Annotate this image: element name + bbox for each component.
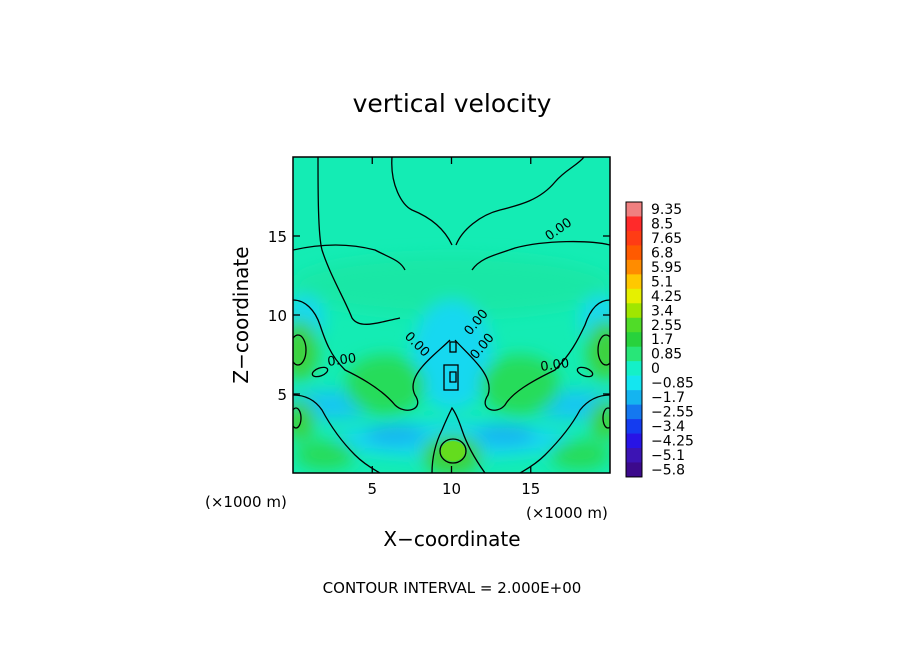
field-region-updraft <box>480 355 560 415</box>
colorbar-label: −4.25 <box>651 434 694 450</box>
chart-title: vertical velocity <box>353 89 552 118</box>
field-region-updraft <box>590 400 610 440</box>
colorbar-frame <box>625 201 643 478</box>
x-tick-label: 15 <box>521 480 540 498</box>
colorbar-label: 3.4 <box>651 303 673 319</box>
field-region-downdraft <box>412 300 492 410</box>
contour-line <box>293 407 302 429</box>
contour-line <box>449 341 457 353</box>
colorbar-swatch <box>626 404 642 420</box>
y-axis-label: Z−coordinate <box>229 246 253 383</box>
y-tick-label: 15 <box>268 228 287 246</box>
colorbar-swatch <box>626 375 642 391</box>
contour-line <box>449 371 457 383</box>
colorbar-swatch <box>626 303 642 319</box>
contour-label: 0.00 <box>539 356 570 375</box>
colorbar-swatch <box>626 390 642 405</box>
field-region-updraft <box>587 320 610 380</box>
colorbar-swatch <box>626 419 642 434</box>
colorbar-swatch <box>626 447 642 463</box>
contour-line <box>471 240 610 271</box>
contour-line <box>293 334 307 366</box>
colorbar-swatch <box>626 462 642 478</box>
contour-line <box>597 334 610 366</box>
colorbar-label: 5.1 <box>651 274 673 290</box>
axis-ticks <box>293 157 610 473</box>
colorbar-label: 1.7 <box>651 332 673 348</box>
plot-area: 0.00 0.00 0.00 0.00 0.00 0.00 <box>293 157 610 473</box>
contour-line <box>455 157 585 246</box>
colorbar-swatch <box>626 202 642 217</box>
colorbar-swatch <box>626 332 642 347</box>
y-tick-label: 5 <box>277 386 287 404</box>
colorbar-label: 6.8 <box>651 245 673 261</box>
x-unit-label-left: (×1000 m) <box>205 493 287 511</box>
colorbar-label: −2.55 <box>651 405 694 421</box>
contour-line <box>293 394 381 473</box>
colorbar-label: −5.8 <box>651 462 685 478</box>
field-region-updraft <box>550 440 610 470</box>
colorbar-swatch <box>626 230 642 246</box>
colorbar-swatch <box>626 317 642 333</box>
colorbar-label: 9.35 <box>651 202 682 218</box>
contour-line <box>439 438 467 464</box>
colorbar-swatch <box>626 361 642 376</box>
colorbar-label: −1.7 <box>651 390 685 406</box>
field-region-updraft <box>293 400 315 440</box>
contour-line <box>431 406 486 473</box>
contour-line <box>293 244 406 271</box>
colorbar-swatch <box>626 346 642 362</box>
colorbar-label: 5.95 <box>651 260 682 276</box>
colorbar-label: 0.85 <box>651 347 682 363</box>
colorbar-label: 2.55 <box>651 318 682 334</box>
contour-line <box>391 157 453 246</box>
colorbar-label: −3.4 <box>651 419 685 435</box>
contour-line <box>311 366 329 378</box>
x-tick-label: 5 <box>367 480 377 498</box>
contour-lines <box>293 157 610 473</box>
colorbar-swatch <box>626 216 642 232</box>
field-region-downdraft <box>475 425 535 445</box>
field-region-updraft <box>293 320 318 380</box>
contour-line <box>576 366 594 378</box>
contour-line <box>602 407 610 429</box>
colorbar-label: 8.5 <box>651 216 673 232</box>
x-axis-label: X−coordinate <box>383 527 520 551</box>
contour-line <box>293 299 451 411</box>
x-unit-label-right: (×1000 m) <box>526 504 608 522</box>
field-region-downdraft <box>365 425 425 445</box>
colorbar: 9.358.57.656.85.955.14.253.42.551.70.850… <box>625 201 694 478</box>
colorbar-swatch <box>626 274 642 290</box>
colorbar-swatch <box>626 245 642 261</box>
colorbar-label: 7.65 <box>651 231 682 247</box>
x-tick-labels: 5 10 15 <box>367 480 540 498</box>
y-tick-labels: 5 10 15 <box>268 228 287 404</box>
field-region-updraft <box>295 440 355 470</box>
x-tick-label: 10 <box>442 480 461 498</box>
contour-label: 0.00 <box>326 351 357 370</box>
field-core-updraft <box>441 441 465 461</box>
y-tick-label: 10 <box>268 307 287 325</box>
colorbar-swatch <box>626 259 642 275</box>
colorbar-label: −0.85 <box>651 376 694 392</box>
colorbar-label: 4.25 <box>651 289 682 305</box>
colorbar-label: −5.1 <box>651 448 685 464</box>
field-region-weak-updraft <box>293 255 610 315</box>
contour-line <box>317 157 401 325</box>
contour-line <box>443 364 459 391</box>
colorbar-swatch <box>626 433 642 449</box>
field-region-updraft <box>345 355 425 415</box>
colorbar-swatch <box>626 288 642 304</box>
contour-interval-note: CONTOUR INTERVAL = 2.000E+00 <box>323 579 582 597</box>
colorbar-label: 0 <box>651 361 660 377</box>
contour-line <box>454 299 610 411</box>
velocity-field <box>293 255 610 473</box>
